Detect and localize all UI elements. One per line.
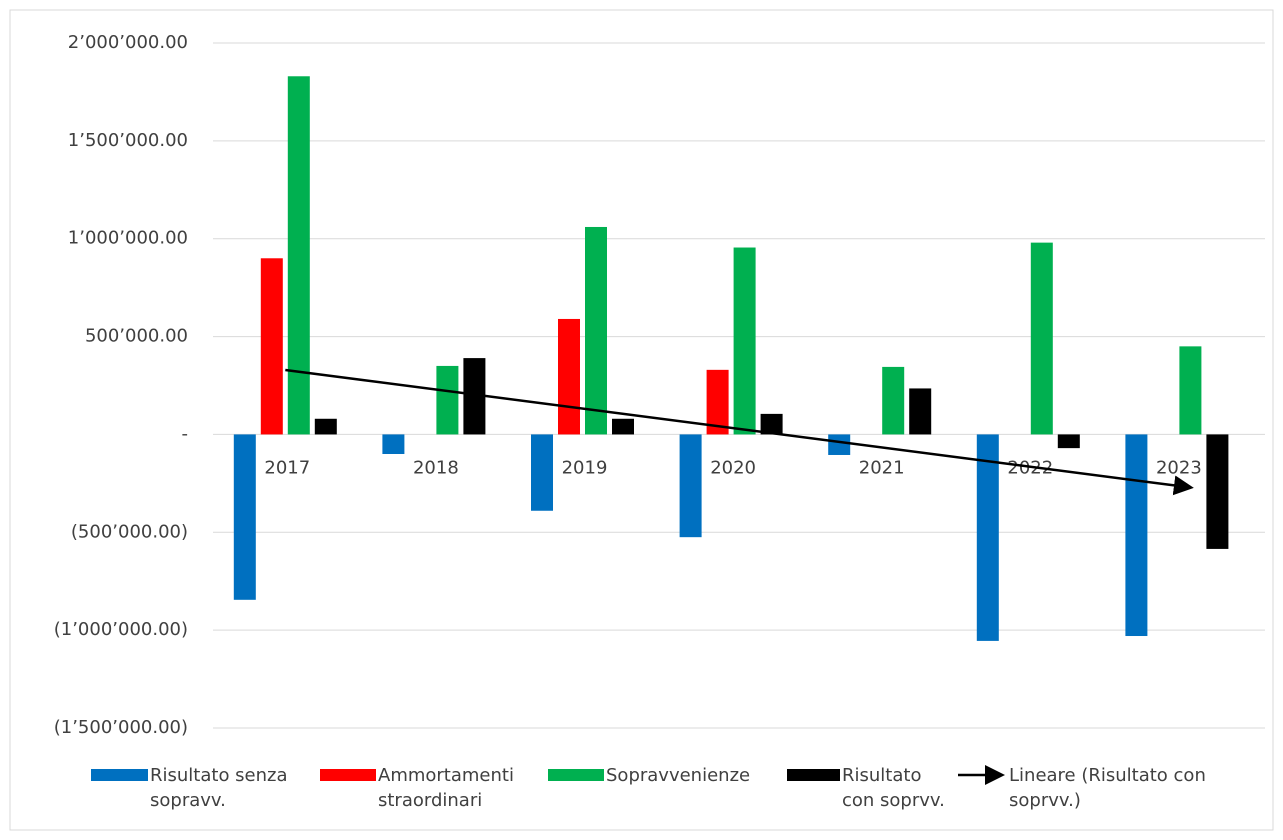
bar (1125, 434, 1148, 637)
y-tick-label: (500’000.00) (71, 521, 188, 542)
x-tick-label: 2020 (710, 457, 756, 478)
legend-swatch (91, 769, 148, 781)
bar (436, 365, 459, 435)
y-tick-label: (1’500’000.00) (54, 717, 188, 738)
bar (260, 258, 283, 435)
legend-swatch (320, 769, 376, 781)
bar (1057, 434, 1080, 449)
bar (463, 358, 486, 435)
bar (760, 413, 783, 435)
bar (706, 369, 729, 435)
y-tick-label: - (182, 423, 189, 444)
y-tick-label: 2’000’000.00 (68, 32, 188, 53)
bar (1179, 346, 1202, 435)
bar (314, 418, 337, 435)
bar (976, 434, 999, 641)
bar (828, 434, 851, 455)
bar (1206, 434, 1229, 549)
bar (612, 418, 634, 435)
legend-label: Lineare (Risultato con soprvv.) (1009, 765, 1206, 811)
chart-border (9, 9, 1274, 831)
bar (733, 247, 756, 435)
bar (382, 434, 405, 454)
y-tick-label: 500’000.00 (85, 326, 188, 347)
x-tick-label: 2019 (562, 457, 608, 478)
legend-label: Ammortamenti straordinari (378, 765, 514, 811)
x-tick-label: 2023 (1156, 457, 1202, 478)
bar (233, 434, 256, 600)
bar (531, 434, 553, 511)
bar (287, 76, 310, 435)
x-tick-label: 2021 (859, 457, 905, 478)
bar (558, 318, 580, 435)
legend-label: Risultato con soprvv. (842, 765, 945, 811)
bar (585, 226, 607, 435)
bar (1030, 242, 1053, 435)
bar (882, 366, 905, 435)
legend-label: Sopravvenienze (606, 765, 751, 786)
y-tick-label: 1’500’000.00 (68, 130, 188, 151)
x-tick-label: 2017 (264, 457, 310, 478)
legend-label: Risultato senza sopravv. (150, 765, 288, 811)
y-tick-label: 1’000’000.00 (68, 228, 188, 249)
bar (909, 388, 932, 435)
bar (679, 434, 702, 538)
legend-swatch (548, 769, 604, 781)
legend-swatch (787, 769, 840, 781)
x-tick-label: 2018 (413, 457, 459, 478)
trend-line (285, 368, 1194, 496)
y-tick-label: (1’000’000.00) (54, 619, 188, 640)
